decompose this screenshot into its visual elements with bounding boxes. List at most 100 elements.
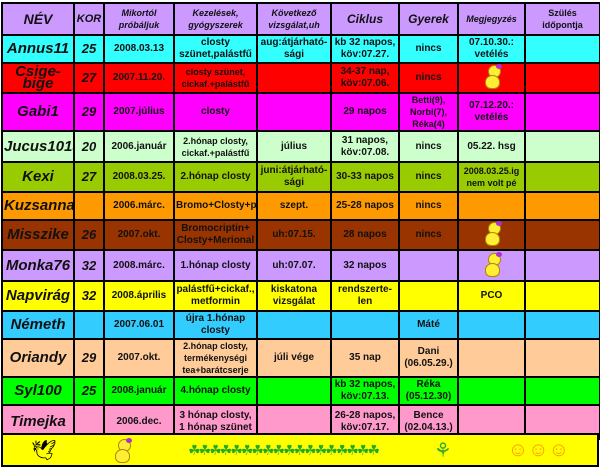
cell-kovetkezo <box>256 310 332 340</box>
cell-kor: 32 <box>73 280 105 312</box>
table-row: Jucus1013 20 2006.január 2.hónap closty, ci… <box>1 130 600 163</box>
cell-ciklus: 32 napos <box>330 249 400 282</box>
cell-szules <box>524 161 600 193</box>
cell-mikortol: 2008.03.25. <box>103 161 175 193</box>
cell-kezelesek: újra 1.hónap closty <box>173 310 258 340</box>
cell-ciklus: 29 napos <box>330 92 400 132</box>
cell-mikortol: 2008.január <box>103 376 175 406</box>
table-row: Gabi1 29 2007.július closty 29 napos Betti(9)… <box>1 92 600 132</box>
cell-megjegyzes: 2008.03.25.ig nem volt pé <box>457 161 526 193</box>
cell-gyerek: nincs <box>398 219 459 251</box>
cell-megjegyzes <box>457 191 526 221</box>
cell-ciklus: 31 napos, köv:07.08. <box>330 130 400 163</box>
cell-ciklus: kb 32 napos, köv:07.27. <box>330 34 400 64</box>
header-kezelesek: Kezelések, gyógyszerek <box>173 2 258 36</box>
cell-mikortol: 2007.okt. <box>103 219 175 251</box>
cell-kezelesek: 4.hónap closty <box>173 376 258 406</box>
cell-kezelesek: 2.hónap closty, termékenységi tea+barátc… <box>173 338 258 378</box>
cell-megjegyzes: 05.22. hsg <box>457 130 526 163</box>
cell-szules <box>524 338 600 378</box>
cell-kezelesek: 2.hónap closty <box>173 161 258 193</box>
cell-gyerek: nincs <box>398 34 459 64</box>
cell-ciklus: 30-33 napos <box>330 161 400 193</box>
cell-kovetkezo: juni:átjárható-sági <box>256 161 332 193</box>
cell-nev: Gabi1 <box>1 92 75 132</box>
cell-gyerek: Réka (05.12.30) <box>398 376 459 406</box>
cell-gyerek <box>398 280 459 312</box>
cell-gyerek: nincs <box>398 161 459 193</box>
cell-kezelesek: 1.hónap closty <box>173 249 258 282</box>
table-row: Misszike 26 2007.okt. Bromocriptin+ Closty+… <box>1 219 600 251</box>
cell-nev: Misszike <box>1 219 75 251</box>
stroller-icon: ⚘ <box>433 439 452 462</box>
cell-kovetkezo <box>256 376 332 406</box>
cell-kovetkezo: aug:átjárható-sági <box>256 34 332 64</box>
cell-megjegyzes <box>457 249 526 282</box>
cell-megjegyzes: 07.12.20.: vetélés <box>457 92 526 132</box>
cell-kor: 25 <box>73 376 105 406</box>
table-row: Németh 2007.06.01 újra 1.hónap closty Máté <box>1 310 600 340</box>
header-ciklus: Ciklus <box>330 2 400 36</box>
header-szules: Szülés időpontja <box>524 2 600 36</box>
cell-nev: Syl100 <box>1 376 75 406</box>
header-kor: KOR <box>73 2 105 36</box>
cell-ciklus: 25-28 napos <box>330 191 400 221</box>
chick-icon <box>482 252 502 277</box>
cell-kor: 26 <box>73 219 105 251</box>
stork-icon: 🕊 <box>30 439 57 462</box>
cell-ciklus <box>330 310 400 340</box>
header-nev: NÉV <box>1 2 75 36</box>
cell-nev: Oriandy <box>1 338 75 378</box>
cell-gyerek: nincs <box>398 62 459 94</box>
smiley-icon: ☺☺☺ <box>507 438 570 461</box>
cell-kezelesek: closty <box>173 92 258 132</box>
cell-nev: Annus11 <box>1 34 75 64</box>
cell-kor: 32 <box>73 249 105 282</box>
cell-nev: Jucus1013 <box>1 130 75 163</box>
cell-kovetkezo: uh:07.15. <box>256 219 332 251</box>
cell-gyerek <box>398 249 459 282</box>
cell-mikortol: 2006.márc. <box>103 191 175 221</box>
cell-ciklus: rendszerte-len <box>330 280 400 312</box>
cell-kezelesek: palástfű+cickaf., metformin <box>173 280 258 312</box>
cell-gyerek: Dani (06.05.29.) <box>398 338 459 378</box>
cell-kovetkezo <box>256 62 332 94</box>
ttc-table: NÉV KOR Mikortól próbáljuk Kezelések, gy… <box>1 2 600 440</box>
cell-szules <box>524 130 600 163</box>
cell-kor: 27 <box>73 161 105 193</box>
cell-ciklus: 28 napos <box>330 219 400 251</box>
cell-kezelesek: Bromo+Closty+palást. <box>173 191 258 221</box>
cell-megjegyzes <box>457 62 526 94</box>
cell-kor: 29 <box>73 338 105 378</box>
cell-szules <box>524 34 600 64</box>
header-row: NÉV KOR Mikortól próbáljuk Kezelések, gy… <box>1 2 600 36</box>
cell-kor <box>73 191 105 221</box>
header-mikortol: Mikortól próbáljuk <box>103 2 175 36</box>
cell-kor: 27 <box>73 62 105 94</box>
table-row: Annus11 25 2008.03.13 closty szünet,palástf… <box>1 34 600 64</box>
cell-szules <box>524 249 600 282</box>
clover-row-icon: ☘☘☘☘☘☘☘☘☘☘☘☘☘☘☘☘☘☘ <box>188 441 380 458</box>
cell-nev: Napvirág <box>1 280 75 312</box>
chick-icon <box>482 65 502 89</box>
cell-nev: Németh <box>1 310 75 340</box>
cell-megjegyzes <box>457 338 526 378</box>
cell-kovetkezo: uh:07.07. <box>256 249 332 282</box>
cell-nev: Kexi <box>1 161 75 193</box>
cell-mikortol: 2006.január <box>103 130 175 163</box>
table-row: Kexi 27 2008.03.25. 2.hónap closty juni:átjá… <box>1 161 600 193</box>
cell-kor <box>73 310 105 340</box>
cell-nev: Kuzsanna <box>1 191 75 221</box>
cell-szules <box>524 191 600 221</box>
cell-kovetkezo: július <box>256 130 332 163</box>
cell-nev: Monka76 <box>1 249 75 282</box>
table-row: Kuzsanna 2006.márc.Bromo+Closty+palást.sz… <box>1 191 600 221</box>
cell-szules <box>524 310 600 340</box>
cell-szules <box>524 62 600 94</box>
cell-ciklus: 34-37 nap, köv:07.06. <box>330 62 400 94</box>
cell-szules <box>524 376 600 406</box>
cell-mikortol: 2007.11.20. <box>103 62 175 94</box>
cell-kovetkezo: júli vége <box>256 338 332 378</box>
chick-icon <box>482 222 502 246</box>
cell-kezelesek: 2.hónap closty, cickaf.+palástfű <box>173 130 258 163</box>
